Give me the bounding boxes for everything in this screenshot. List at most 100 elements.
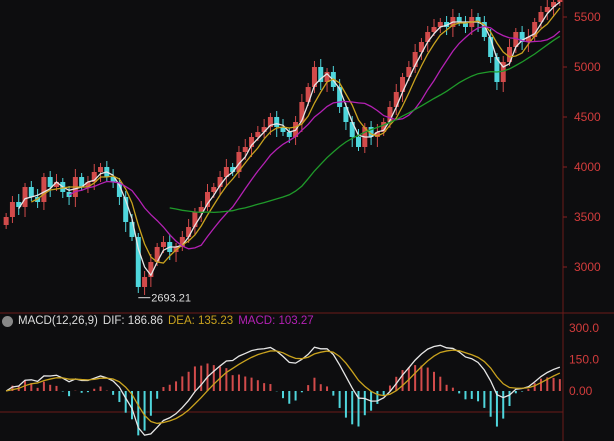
candle-body xyxy=(192,212,198,227)
candle-body xyxy=(286,132,292,137)
candle-body xyxy=(462,22,468,27)
candle-body xyxy=(79,177,85,187)
candle-body xyxy=(236,152,242,172)
macd-y-tick-label: 300.0 xyxy=(569,321,599,335)
candle-body xyxy=(381,122,387,132)
candle-body xyxy=(223,167,229,177)
candle-body xyxy=(242,147,248,152)
candle-body xyxy=(349,122,355,137)
dif-value: DIF: 186.86 xyxy=(102,315,163,327)
candle-body xyxy=(230,167,236,172)
candle-body xyxy=(343,107,349,122)
candle-body xyxy=(154,247,160,262)
candle-body xyxy=(123,197,129,222)
candle-body xyxy=(41,177,47,202)
candle-body xyxy=(16,202,22,207)
candle-body xyxy=(337,87,343,107)
y-tick-label: 3000 xyxy=(574,260,601,274)
candle-body xyxy=(142,277,148,287)
candle-body xyxy=(255,132,261,137)
candle-body xyxy=(324,72,330,82)
candle-body xyxy=(135,237,141,287)
candle-body xyxy=(261,127,267,132)
candle-body xyxy=(91,172,97,182)
moving-average-line xyxy=(169,35,561,214)
candle-body xyxy=(186,227,192,237)
y-tick-label: 4500 xyxy=(574,110,601,124)
candle-body xyxy=(519,32,525,42)
candle-body xyxy=(406,67,412,77)
candle-body xyxy=(494,57,500,82)
moving-average-line xyxy=(68,25,561,250)
candle-body xyxy=(110,177,116,182)
candle-body xyxy=(9,202,15,217)
candle-body xyxy=(538,12,544,22)
candle-body xyxy=(116,182,122,197)
macd-y-tick-label: 150.0 xyxy=(569,353,599,367)
y-tick-label: 3500 xyxy=(574,210,601,224)
candle-body xyxy=(318,67,324,82)
candle-body xyxy=(267,117,273,127)
candle-body xyxy=(412,52,418,67)
candle-body xyxy=(557,0,563,2)
candle-body xyxy=(160,242,166,247)
candle-body xyxy=(507,47,513,62)
y-tick-label: 4000 xyxy=(574,160,601,174)
dea-value: DEA: 135.23 xyxy=(167,315,234,327)
candle-body xyxy=(418,42,424,52)
macd-title: MACD(12,26,9) xyxy=(18,315,98,327)
macd-legend: MACD(12,26,9) DIF: 186.86 DEA: 135.23 MA… xyxy=(2,315,314,327)
dif-line xyxy=(5,344,561,436)
candle-body xyxy=(28,187,34,197)
candle-body xyxy=(437,22,443,27)
candle-body xyxy=(393,92,399,107)
indicator-settings-icon[interactable] xyxy=(2,315,13,327)
candle-body xyxy=(532,22,538,37)
candle-body xyxy=(47,177,53,187)
candle-body xyxy=(425,32,431,42)
candle-body xyxy=(198,207,204,212)
macd-y-tick-label: 0.00 xyxy=(569,384,593,398)
candle-body xyxy=(179,237,185,247)
candle-body xyxy=(249,137,255,147)
candle-body xyxy=(444,22,450,27)
y-tick-label: 5500 xyxy=(574,10,601,24)
candle-body xyxy=(374,132,380,137)
candle-body xyxy=(500,62,506,82)
candle-body xyxy=(356,137,362,147)
candle-body xyxy=(475,17,481,22)
candle-body xyxy=(311,67,317,87)
candle-body xyxy=(456,17,462,22)
candle-body xyxy=(53,182,59,187)
moving-average-line xyxy=(31,7,561,264)
candle-body xyxy=(129,222,135,237)
candle-body xyxy=(280,127,286,132)
candle-body xyxy=(85,182,91,187)
candle-body xyxy=(204,192,210,207)
candle-body xyxy=(525,37,531,42)
candle-body xyxy=(305,87,311,102)
dea-line xyxy=(6,349,561,425)
candle-body xyxy=(400,77,406,92)
candle-body xyxy=(3,217,9,225)
candle-body xyxy=(299,102,305,122)
candle-body xyxy=(217,177,223,187)
candle-body xyxy=(488,37,494,57)
candle-body xyxy=(22,187,28,207)
candle-body xyxy=(368,127,374,137)
candle-body xyxy=(431,27,437,32)
candle-body xyxy=(98,167,104,172)
candle-body xyxy=(387,107,393,122)
candle-body xyxy=(211,187,217,192)
candle-body xyxy=(513,32,519,47)
macd-value: MACD: 103.27 xyxy=(238,315,314,327)
candle-body xyxy=(544,7,550,12)
candle-body xyxy=(148,262,154,277)
candle-body xyxy=(551,2,557,7)
low-price-label: 2693.21 xyxy=(151,293,191,305)
candle-body xyxy=(481,22,487,37)
y-tick-label: 5000 xyxy=(574,60,601,74)
candle-body xyxy=(274,117,280,127)
